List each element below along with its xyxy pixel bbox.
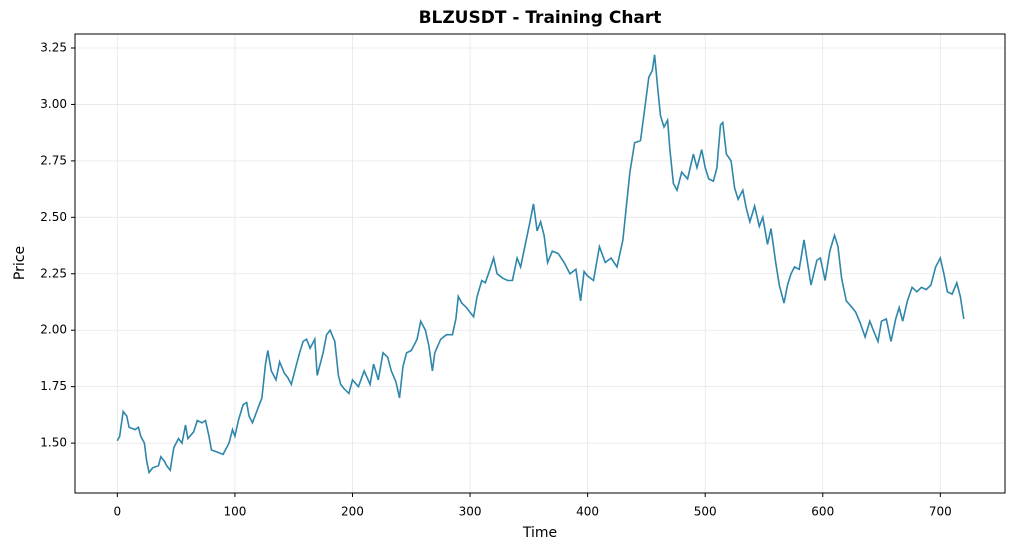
- x-tick-label: 200: [341, 505, 364, 519]
- x-tick-label: 100: [223, 505, 246, 519]
- y-tick-label: 3.00: [40, 97, 67, 111]
- x-tick-label: 400: [576, 505, 599, 519]
- x-tick-label: 500: [694, 505, 717, 519]
- y-tick-label: 1.50: [40, 436, 67, 450]
- price-line: [116, 54, 965, 475]
- y-axis-label: Price: [12, 246, 28, 280]
- chart-title: BLZUSDT - Training Chart: [419, 8, 662, 28]
- x-tick-label: 700: [929, 505, 952, 519]
- plot-frame: [74, 33, 1006, 494]
- y-tick-label: 3.25: [40, 40, 67, 54]
- x-axis-label: Time: [522, 525, 557, 541]
- x-tick-label: 300: [459, 505, 482, 519]
- y-tick-label: 2.25: [40, 266, 67, 280]
- x-tick-label: 0: [114, 505, 122, 519]
- y-tick-label: 2.75: [40, 153, 67, 167]
- y-tick-label: 1.75: [40, 379, 67, 393]
- y-tick-label: 2.50: [40, 210, 67, 224]
- x-tick-label: 600: [811, 505, 834, 519]
- y-tick-label: 2.00: [40, 323, 67, 337]
